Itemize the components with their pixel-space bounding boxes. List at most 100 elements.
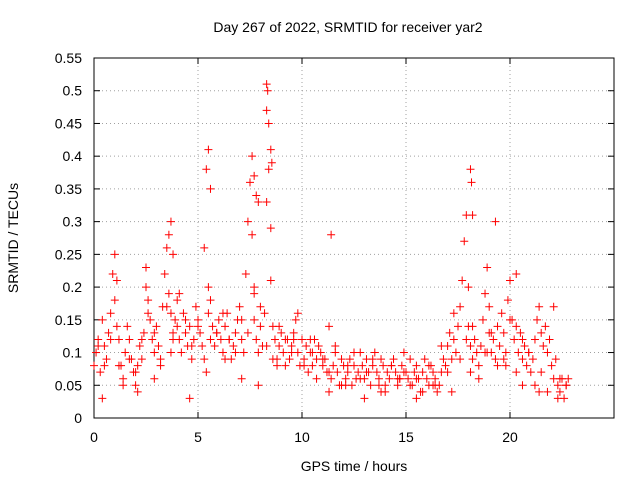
data-point — [537, 368, 546, 377]
data-point — [187, 342, 196, 350]
data-point — [166, 309, 175, 318]
data-point — [460, 237, 469, 246]
data-point — [177, 348, 186, 357]
data-point — [358, 361, 367, 370]
data-point — [493, 361, 502, 370]
data-point — [562, 381, 571, 390]
data-point — [545, 335, 554, 344]
data-point — [362, 368, 371, 377]
data-point — [166, 217, 175, 226]
data-point — [429, 368, 438, 377]
data-point — [125, 355, 134, 364]
data-point — [325, 322, 334, 331]
data-point — [474, 374, 483, 383]
data-point — [503, 296, 512, 305]
data-point — [493, 322, 502, 331]
data-point — [146, 315, 155, 324]
data-point — [131, 368, 140, 377]
data-point — [325, 368, 334, 377]
data-point — [150, 348, 159, 357]
data-point — [327, 230, 336, 239]
data-point — [254, 348, 263, 357]
data-point — [441, 361, 450, 370]
data-point — [210, 342, 219, 350]
data-point — [198, 342, 207, 350]
data-point — [501, 348, 510, 357]
data-point — [189, 335, 198, 344]
data-point — [152, 322, 161, 331]
data-point — [196, 328, 205, 337]
data-point — [94, 342, 103, 350]
data-point — [547, 361, 556, 370]
y-tick-label: 0 — [74, 410, 82, 426]
data-point — [555, 387, 564, 396]
y-tick-label: 0.15 — [55, 312, 82, 328]
data-point — [518, 335, 527, 344]
data-point — [263, 86, 272, 95]
x-tick-labels: 0 5 10 15 20 — [90, 429, 518, 445]
data-point — [443, 368, 452, 377]
y-tick-label: 0.05 — [55, 377, 82, 393]
data-point — [142, 263, 150, 272]
data-point — [218, 309, 227, 318]
data-point — [399, 348, 408, 357]
data-point — [468, 322, 477, 331]
y-tick-label: 0.35 — [55, 181, 82, 197]
data-point — [266, 145, 275, 154]
data-point — [144, 296, 153, 305]
data-point — [467, 178, 476, 187]
data-point — [150, 328, 159, 337]
data-point — [279, 348, 288, 357]
data-point — [345, 355, 354, 364]
y-tick-label: 0.2 — [63, 279, 83, 295]
data-point — [248, 230, 257, 239]
data-point — [337, 355, 346, 364]
data-point — [489, 335, 498, 344]
data-point — [275, 322, 284, 331]
data-point — [125, 335, 134, 344]
data-point — [206, 335, 215, 344]
data-point — [221, 355, 230, 364]
data-point — [191, 302, 200, 311]
data-point — [379, 361, 388, 370]
data-point — [474, 361, 483, 370]
data-point — [518, 381, 527, 390]
data-point — [114, 335, 123, 344]
data-point — [92, 348, 101, 357]
data-point — [300, 361, 309, 370]
data-point — [470, 335, 479, 344]
data-point — [162, 243, 171, 252]
data-point — [241, 270, 250, 278]
data-point — [204, 145, 213, 154]
x-tick-label: 15 — [398, 429, 414, 445]
x-tick-label: 20 — [502, 429, 518, 445]
data-points — [90, 80, 573, 403]
data-point — [506, 315, 514, 324]
data-point — [472, 348, 481, 357]
data-point — [112, 322, 121, 331]
data-point — [433, 387, 442, 396]
data-point — [108, 270, 117, 278]
data-point — [499, 328, 508, 337]
data-point — [308, 361, 317, 370]
data-point — [360, 394, 369, 403]
data-point — [96, 368, 105, 377]
data-point — [169, 250, 178, 259]
data-point — [250, 283, 259, 292]
data-point — [506, 276, 514, 285]
data-point — [208, 322, 217, 331]
data-point — [468, 355, 477, 364]
data-point — [377, 387, 386, 396]
data-point — [231, 328, 240, 337]
data-point — [530, 381, 539, 390]
data-point — [173, 296, 182, 305]
data-point — [387, 361, 396, 370]
y-tick-label: 0.3 — [63, 214, 83, 230]
data-point — [535, 387, 544, 396]
data-point — [466, 368, 475, 377]
data-point — [131, 381, 140, 390]
data-point — [281, 361, 290, 370]
data-point — [100, 361, 109, 370]
data-point — [564, 374, 573, 383]
